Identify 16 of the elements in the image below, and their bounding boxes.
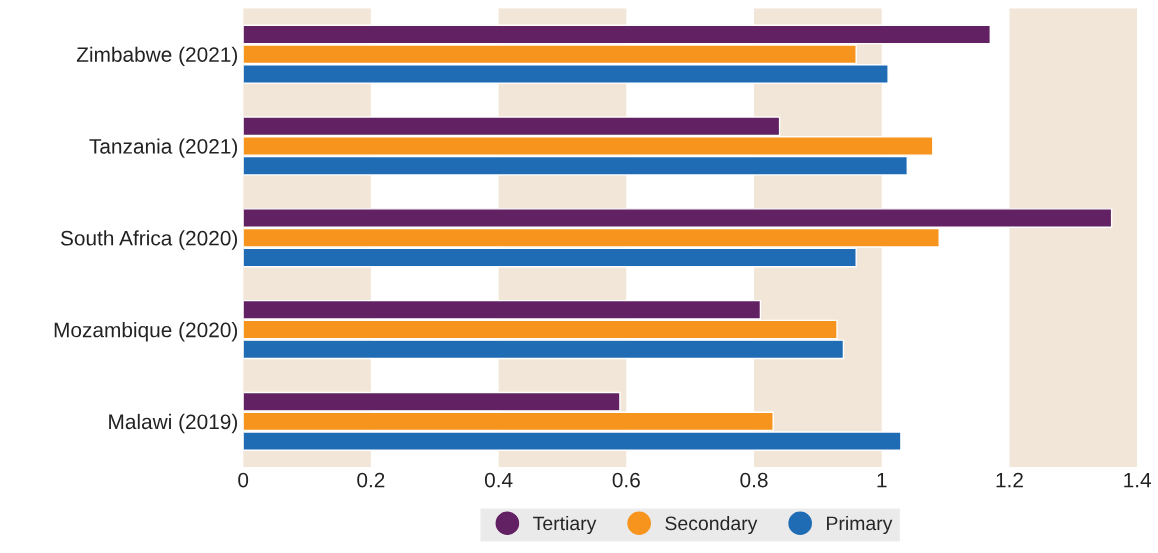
x-tick-label: 1 (877, 472, 887, 488)
x-tick-label: 0.8 (740, 472, 768, 488)
legend-label: Tertiary (533, 515, 597, 535)
y-tick-label: Malawi (2019) (109, 413, 238, 434)
x-tick-label: 0.6 (612, 472, 640, 488)
y-tick-label: Mozambique (2020) (54, 322, 238, 342)
y-tick-label: Zimbabwe (2021) (76, 46, 238, 67)
x-tick-label: 1.4 (1124, 472, 1152, 488)
legend-label: Secondary (665, 515, 758, 535)
y-tick-label: South Africa (2020) (60, 230, 238, 250)
x-tick-label: 0.2 (357, 472, 385, 488)
x-tick-label: 0 (238, 472, 249, 488)
legend-label: Primary (827, 515, 893, 535)
x-tick-label: 0.4 (484, 472, 513, 488)
x-tick-label: 1.2 (996, 472, 1023, 488)
y-tick-label: Tanzania (2021) (89, 138, 238, 158)
